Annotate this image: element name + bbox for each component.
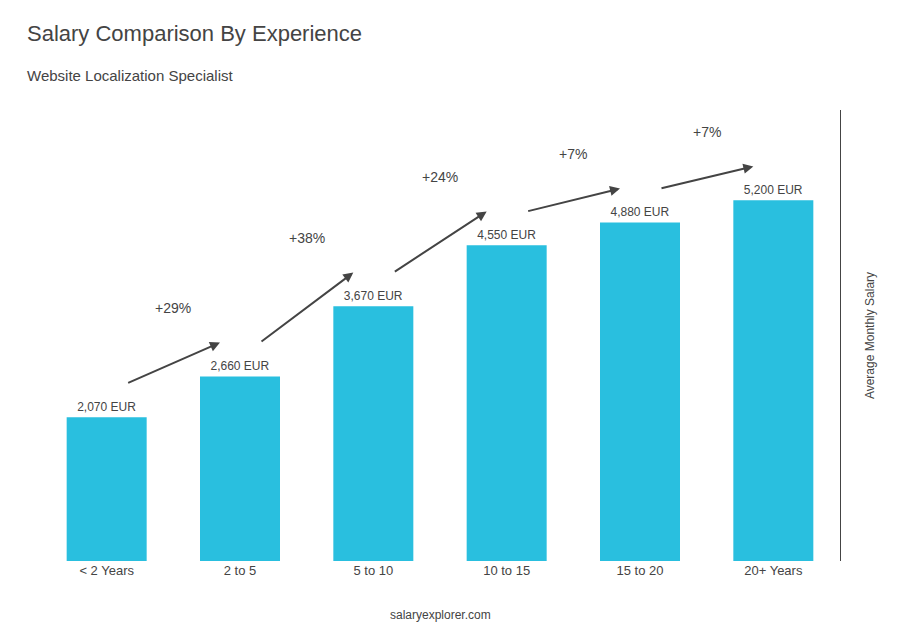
svg-text:< 2 Years: < 2 Years bbox=[79, 563, 134, 578]
svg-text:15 to 20: 15 to 20 bbox=[617, 563, 664, 578]
svg-text:+7%: +7% bbox=[693, 124, 721, 140]
svg-text:Salary Comparison By Experienc: Salary Comparison By Experience bbox=[27, 21, 362, 46]
svg-text:20+ Years: 20+ Years bbox=[744, 563, 803, 578]
svg-text:4,880 EUR: 4,880 EUR bbox=[610, 205, 669, 219]
svg-text:3,670 EUR: 3,670 EUR bbox=[344, 289, 403, 303]
svg-text:5,200 EUR: 5,200 EUR bbox=[744, 183, 803, 197]
svg-text:+24%: +24% bbox=[422, 169, 458, 185]
svg-text:+29%: +29% bbox=[155, 300, 191, 316]
svg-text:2,070 EUR: 2,070 EUR bbox=[77, 400, 136, 414]
svg-text:2,660 EUR: 2,660 EUR bbox=[210, 359, 269, 373]
svg-text:+38%: +38% bbox=[289, 230, 325, 246]
svg-text:salaryexplorer.com: salaryexplorer.com bbox=[390, 608, 491, 622]
svg-text:2 to 5: 2 to 5 bbox=[224, 563, 257, 578]
svg-text:10 to 15: 10 to 15 bbox=[483, 563, 530, 578]
svg-text:4,550 EUR: 4,550 EUR bbox=[477, 228, 536, 242]
svg-text:Average Monthly Salary: Average Monthly Salary bbox=[863, 272, 877, 399]
svg-text:+7%: +7% bbox=[559, 146, 587, 162]
svg-text:5 to 10: 5 to 10 bbox=[353, 563, 393, 578]
svg-text:Website Localization Specialis: Website Localization Specialist bbox=[27, 67, 233, 84]
